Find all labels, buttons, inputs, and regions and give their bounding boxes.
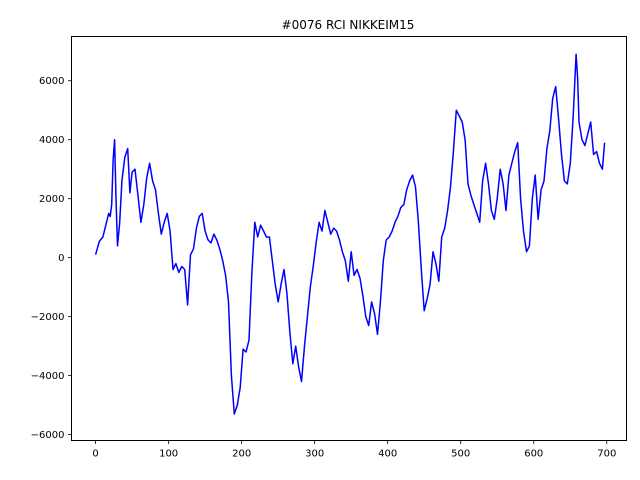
x-tick-label: 100 (159, 449, 178, 460)
y-tick-label: 0 (58, 253, 64, 264)
x-tick-label: 200 (232, 449, 251, 460)
series-group (94, 53, 606, 415)
y-tick-label: 2000 (39, 194, 64, 205)
y-tick-label: 4000 (39, 135, 64, 146)
x-tick-label: 0 (92, 449, 98, 460)
chart-title: #0076 RCI NIKKEIM15 (282, 18, 415, 32)
x-tick-label: 700 (597, 449, 616, 460)
y-tick-label: −6000 (31, 430, 65, 441)
x-tick-label: 600 (524, 449, 543, 460)
series-line (94, 53, 606, 415)
y-tick-label: −2000 (31, 312, 65, 323)
y-axis-ticks: −6000 −4000 −2000 0 2000 4000 6000 (31, 76, 72, 441)
plot-frame (71, 36, 627, 441)
x-tick-label: 400 (378, 449, 397, 460)
y-tick-label: −4000 (31, 371, 65, 382)
x-axis-ticks: 0 100 200 300 400 500 600 700 (92, 440, 616, 460)
x-tick-label: 500 (451, 449, 470, 460)
x-tick-label: 300 (305, 449, 324, 460)
y-tick-label: 6000 (39, 76, 64, 87)
